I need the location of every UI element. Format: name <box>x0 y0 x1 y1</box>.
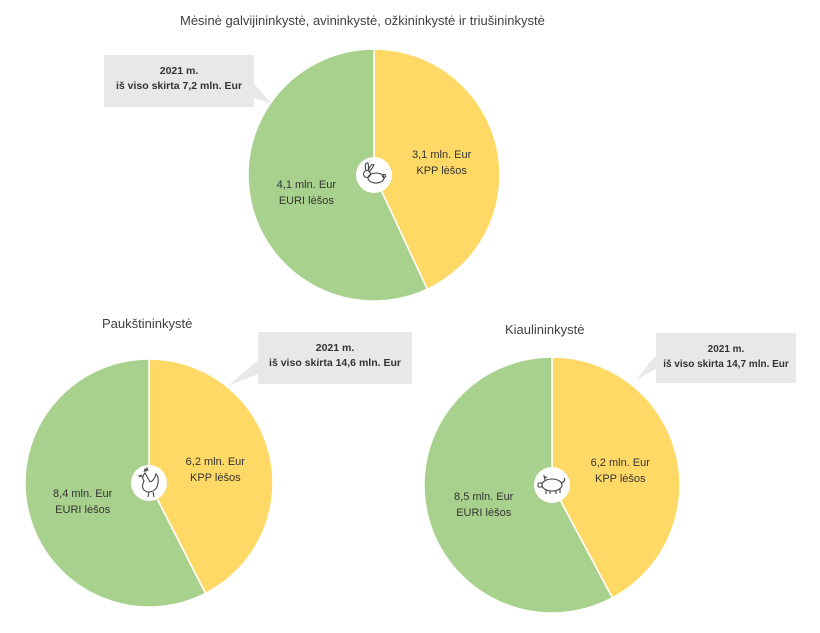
callout-poultry: 2021 m. iš viso skirta 14,6 mln. Eur <box>258 332 412 384</box>
pie-slice <box>423 356 614 614</box>
callout-total: iš viso skirta 14,7 mln. Eur <box>663 359 789 370</box>
icon-disc <box>131 465 167 501</box>
chart-title-meat-cattle: Mėsinė galvijininkystė, avininkystė, ožk… <box>180 13 545 28</box>
slice-amount-label: 8,5 mln. Eur <box>454 491 514 503</box>
callout-pointer <box>254 84 272 104</box>
slice-amount-label: 8,4 mln. Eur <box>53 488 113 500</box>
pie-slice <box>373 48 501 291</box>
slice-amount-label: 6,2 mln. Eur <box>186 456 246 468</box>
callout-total: iš viso skirta 14,6 mln. Eur <box>269 357 401 369</box>
slice-source-label: EURI lėšos <box>279 195 335 207</box>
slice-amount-label: 4,1 mln. Eur <box>277 179 337 191</box>
pig-icon <box>537 474 566 494</box>
rooster-icon <box>137 466 159 498</box>
slice-source-label: EURI lėšos <box>456 507 512 519</box>
chart-title-pig: Kiaulininkystė <box>505 322 585 337</box>
pie-slice <box>24 358 207 608</box>
callout-year: 2021 m. <box>159 65 199 77</box>
pie-slice <box>551 356 681 599</box>
pie-slice <box>247 48 429 302</box>
chart-title-poultry: Paukštininkystė <box>102 316 193 331</box>
slice-source-label: EURI lėšos <box>55 504 111 516</box>
callout-pointer <box>636 355 656 380</box>
rabbit-icon <box>362 162 387 184</box>
slice-amount-label: 6,2 mln. Eur <box>591 457 651 469</box>
callout-pig: 2021 m. iš viso skirta 14,7 mln. Eur <box>656 333 796 383</box>
slice-source-label: KPP lėšos <box>190 472 241 484</box>
callout-pointer <box>228 360 258 386</box>
callout-year: 2021 m. <box>707 344 745 355</box>
slice-source-label: KPP lėšos <box>416 165 467 177</box>
slice-amount-label: 3,1 mln. Eur <box>412 149 472 161</box>
icon-disc <box>534 467 570 503</box>
callout-year: 2021 m. <box>315 342 355 354</box>
slice-source-label: KPP lėšos <box>595 473 646 485</box>
callout-total: iš viso skirta 7,2 mln. Eur <box>115 80 243 92</box>
pie-slice <box>148 358 274 595</box>
callout-meat-cattle: 2021 m. iš viso skirta 7,2 mln. Eur <box>104 55 254 107</box>
